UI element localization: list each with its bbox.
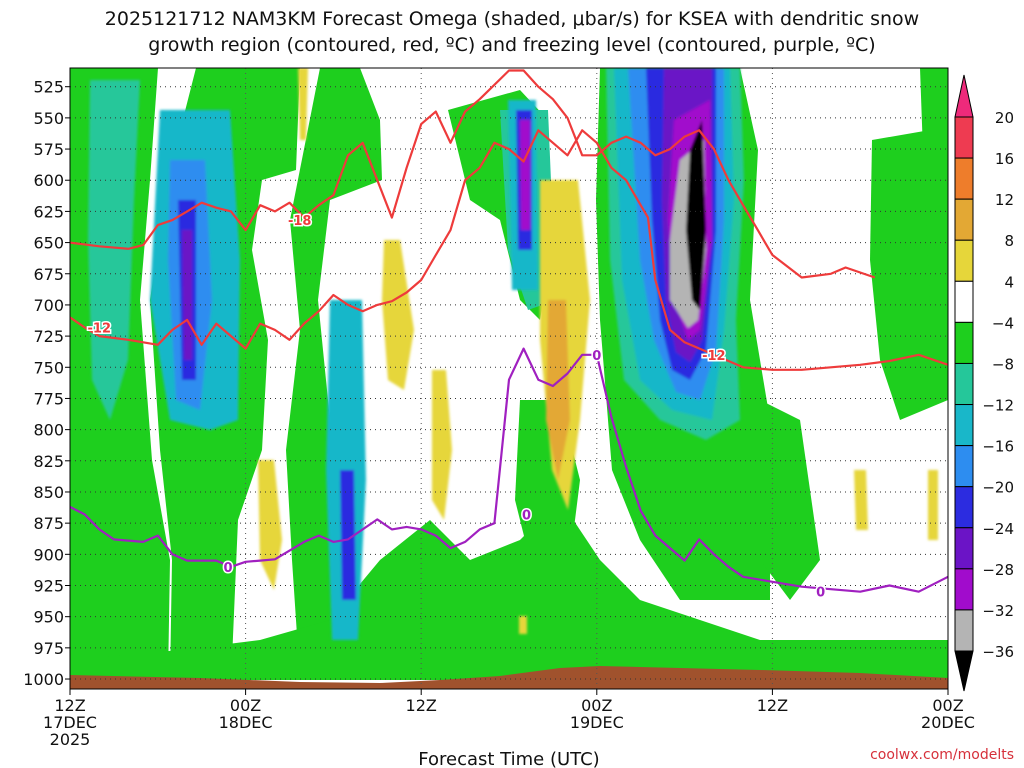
omega-positive-yellow — [258, 68, 938, 634]
y-axis: 525 550 575 600 625 650 675 700 725 750 775 800 825 8… — [23, 78, 70, 689]
colorbar-label: −28 — [982, 561, 1014, 579]
credit-text: coolwx.com/modelts — [870, 747, 1014, 763]
x-tick-label: 12Z — [757, 696, 788, 715]
x-tick-label: 2025 — [50, 730, 91, 749]
x-tick-label: 12Z — [54, 696, 85, 715]
colorbar-bin — [954, 239, 974, 282]
colorbar-label: −4 — [992, 314, 1014, 332]
x-axis-label: Forecast Time (UTC) — [418, 749, 599, 768]
colorbar-bin — [954, 116, 974, 159]
colorbar-bin — [954, 609, 974, 652]
x-tick-label: 00Z — [230, 696, 261, 715]
colorbar-label: −16 — [982, 438, 1014, 456]
contour-label-layer: -18 -12 0 0 0 0 -12 — [86, 213, 827, 603]
colorbar-label: 12 — [995, 191, 1014, 209]
omega-field — [70, 68, 948, 689]
y-tick-label: 525 — [33, 78, 64, 97]
colorbar-label: −32 — [982, 602, 1014, 620]
colorbar-label: −20 — [982, 479, 1014, 497]
colorbar-bin — [954, 321, 974, 364]
colorbar-bin — [954, 157, 974, 200]
contour-label: -18 — [288, 214, 312, 229]
x-tick-label: 19DEC — [570, 713, 624, 732]
contour-layer — [70, 69, 948, 593]
y-tick-label: 775 — [33, 389, 64, 408]
y-tick-label: 800 — [33, 421, 64, 440]
contour-label: -12 — [702, 349, 726, 364]
colorbar-label: 4 — [1004, 273, 1014, 291]
contour-line-0 — [70, 347, 948, 593]
plot-frame — [69, 67, 949, 690]
y-tick-label: 600 — [33, 171, 64, 190]
y-tick-label: 550 — [33, 109, 64, 128]
y-tick-label: 850 — [33, 483, 64, 502]
contour-label: 0 — [522, 508, 531, 523]
y-tick-label: 750 — [33, 358, 64, 377]
y-tick-label: 675 — [33, 265, 64, 284]
colorbar-label: 8 — [1004, 232, 1014, 250]
chart-title-line1: 2025121712 NAM3KM Forecast Omega (shaded… — [105, 8, 919, 30]
colorbar-bin — [954, 362, 974, 406]
colorbar-bottom-arrow — [954, 650, 974, 692]
contour-label: -12 — [88, 321, 112, 336]
contour-label: 0 — [816, 586, 825, 601]
y-tick-label: 1000 — [23, 670, 64, 689]
chart-title-line2: growth region (contoured, red, ºC) and f… — [148, 34, 875, 56]
y-tick-label: 700 — [33, 296, 64, 315]
y-tick-label: 875 — [33, 514, 64, 533]
colorbar-label: 16 — [995, 150, 1014, 168]
colorbar-label: 20 — [995, 109, 1014, 127]
x-tick-label: 12Z — [406, 696, 437, 715]
colorbar-bin — [954, 486, 974, 529]
colorbar-bin — [954, 445, 974, 488]
y-tick-label: 725 — [33, 327, 64, 346]
y-tick-label: 950 — [33, 608, 64, 627]
contour-line-minus12 — [70, 129, 948, 371]
y-tick-label: 575 — [33, 140, 64, 159]
colorbar-label: −24 — [982, 520, 1014, 538]
colorbar-bin — [954, 198, 974, 241]
colorbar-bin — [954, 404, 974, 447]
omega-teal-blue — [88, 68, 744, 640]
contour-label: 0 — [224, 561, 233, 576]
colorbar-label: −8 — [992, 355, 1014, 373]
colorbar-label: −36 — [982, 643, 1014, 661]
y-tick-label: 900 — [33, 545, 64, 564]
contour-label: 0 — [592, 349, 601, 364]
colorbar-label: −12 — [982, 397, 1014, 415]
y-tick-label: 625 — [33, 202, 64, 221]
colorbar: 20 16 12 8 4 −4 −8 −12 −16 −20 −24 −28 −32 −36 — [954, 74, 1014, 692]
colorbar-bin — [954, 280, 974, 323]
x-tick-label: 17DEC — [43, 713, 97, 732]
terrain — [70, 666, 948, 689]
y-tick-label: 975 — [33, 639, 64, 658]
y-tick-label: 825 — [33, 452, 64, 471]
x-tick-label: 18DEC — [219, 713, 273, 732]
x-tick-label: 00Z — [581, 696, 612, 715]
colorbar-bin — [954, 527, 974, 570]
x-tick-label: 20DEC — [921, 713, 975, 732]
contour-line-minus18 — [70, 69, 876, 279]
colorbar-bin — [954, 568, 974, 611]
y-tick-label: 925 — [33, 577, 64, 596]
y-tick-label: 650 — [33, 234, 64, 253]
colorbar-top-arrow — [954, 74, 974, 118]
x-tick-label: 00Z — [932, 696, 963, 715]
